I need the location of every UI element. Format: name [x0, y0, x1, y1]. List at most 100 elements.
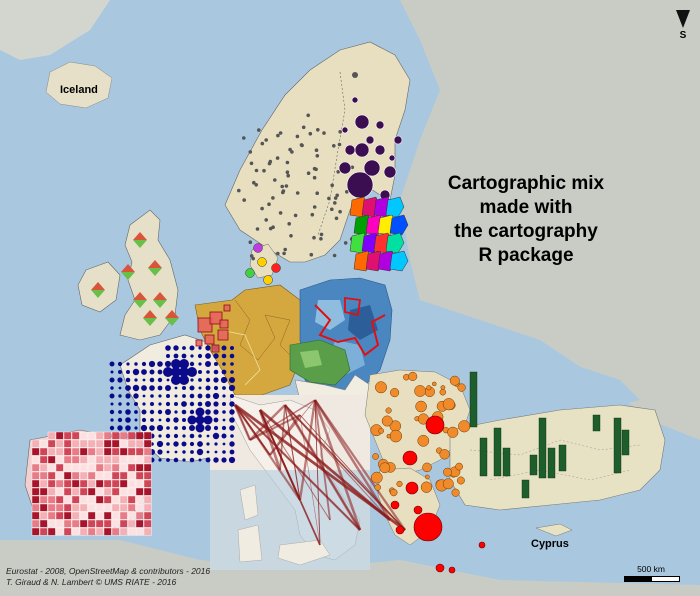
bubble-symbol [338, 161, 352, 175]
grid-cell [143, 511, 152, 520]
dot-grid-symbol [221, 425, 227, 431]
dot-grid-symbol [214, 362, 218, 366]
grid-cell [39, 527, 48, 536]
dot-grid-symbol [182, 458, 186, 462]
dot-grid-symbol [109, 409, 115, 415]
bubble-symbol [393, 135, 403, 145]
dot-grid-symbol [171, 375, 181, 385]
bubble-symbol [344, 144, 356, 156]
triangle-down-symbol [148, 268, 162, 276]
dot-grid-symbol [117, 361, 123, 367]
bubble-symbol [341, 126, 349, 134]
dot-grid-symbol [165, 409, 171, 415]
square-symbol [219, 319, 229, 329]
point-symbol [282, 251, 286, 256]
dot-grid-symbol [222, 402, 226, 406]
dot-grid-symbol [158, 458, 162, 462]
bubble-symbol [420, 481, 433, 493]
dot-grid-symbol [229, 425, 235, 431]
grid-cell [127, 503, 136, 512]
grid-cell [55, 463, 64, 472]
dot-grid-symbol [174, 450, 178, 454]
bubble-symbol [442, 398, 455, 411]
dot-grid-symbol [134, 410, 138, 414]
grid-cell [135, 431, 144, 440]
flow-link [234, 404, 271, 456]
grid-cell [47, 471, 56, 480]
grid-cell [143, 439, 152, 448]
grid-cell [55, 447, 64, 456]
grid-cell [71, 519, 80, 528]
bubble-symbol [425, 415, 445, 435]
dot-grid-symbol [198, 346, 202, 350]
bar-symbol [613, 417, 622, 474]
dot-grid-symbol [165, 385, 171, 391]
grid-cell [119, 527, 128, 536]
point-symbol [319, 237, 323, 241]
dot-grid-symbol [125, 393, 131, 399]
grid-cell [135, 479, 144, 488]
balkans [364, 369, 471, 476]
flow-link [314, 399, 406, 531]
grid-cell [63, 439, 72, 448]
dot-grid-symbol [229, 409, 235, 415]
dot-grid-symbol [222, 450, 226, 454]
dot-grid-symbol [190, 378, 194, 382]
russia-land [400, 0, 700, 440]
dot-grid-symbol [214, 442, 218, 446]
point-symbol [330, 207, 334, 212]
bubble-symbol [389, 488, 398, 497]
dot-grid-symbol [150, 402, 154, 406]
dot-grid-symbol [132, 368, 140, 376]
grid-cell [87, 431, 96, 440]
grid-cell [111, 527, 120, 536]
triangle-up-symbol [153, 292, 167, 300]
triangle-down-symbol [133, 300, 147, 308]
point-symbol [306, 113, 311, 118]
flow-link [259, 409, 321, 546]
dot-grid-symbol [157, 369, 163, 375]
point-symbol [271, 196, 275, 200]
dot-grid-symbol [189, 361, 195, 367]
dot-grid-symbol [181, 401, 187, 407]
dot-grid-symbol [132, 384, 140, 392]
point-symbol [315, 154, 320, 158]
credits: Eurostat - 2008, OpenStreetMap & contrib… [6, 566, 210, 588]
dot-grid-symbol [206, 442, 210, 446]
bubble-symbol [365, 135, 375, 145]
point-symbol [308, 131, 313, 136]
grid-cell [135, 439, 144, 448]
bubble-symbol [386, 433, 392, 439]
grid-cell [87, 503, 96, 512]
grid-cell [79, 503, 88, 512]
dot-grid-symbol [212, 432, 220, 440]
point-symbol [267, 202, 271, 206]
dot-grid-symbol [189, 345, 195, 351]
grid-cell [143, 455, 152, 464]
dot-grid-symbol [163, 367, 173, 377]
dot-grid-symbol [142, 394, 146, 398]
dot-grid-symbol [158, 434, 162, 438]
bubble-symbol [448, 566, 456, 574]
point-symbol [254, 183, 258, 187]
grid-cell [79, 431, 88, 440]
bar-symbol [521, 479, 530, 499]
grid-cell [31, 439, 40, 448]
grid-cell [55, 471, 64, 480]
point-symbol [337, 142, 342, 147]
dot-grid-symbol [158, 418, 162, 422]
dot-grid-symbol [230, 362, 234, 366]
dot-grid-symbol [174, 402, 178, 406]
grid-cell [111, 519, 120, 528]
dot-grid-symbol [195, 415, 205, 425]
point-symbol [268, 159, 273, 164]
point-symbol [289, 234, 293, 238]
grid-cell [55, 439, 64, 448]
grid-cell [119, 439, 128, 448]
dot-grid-symbol [149, 377, 155, 383]
dot-grid-symbol [134, 362, 138, 366]
dot-grid-symbol [182, 418, 186, 422]
grid-cell [39, 479, 48, 488]
point-symbol [260, 141, 265, 146]
title-line-4: R package [478, 245, 574, 266]
